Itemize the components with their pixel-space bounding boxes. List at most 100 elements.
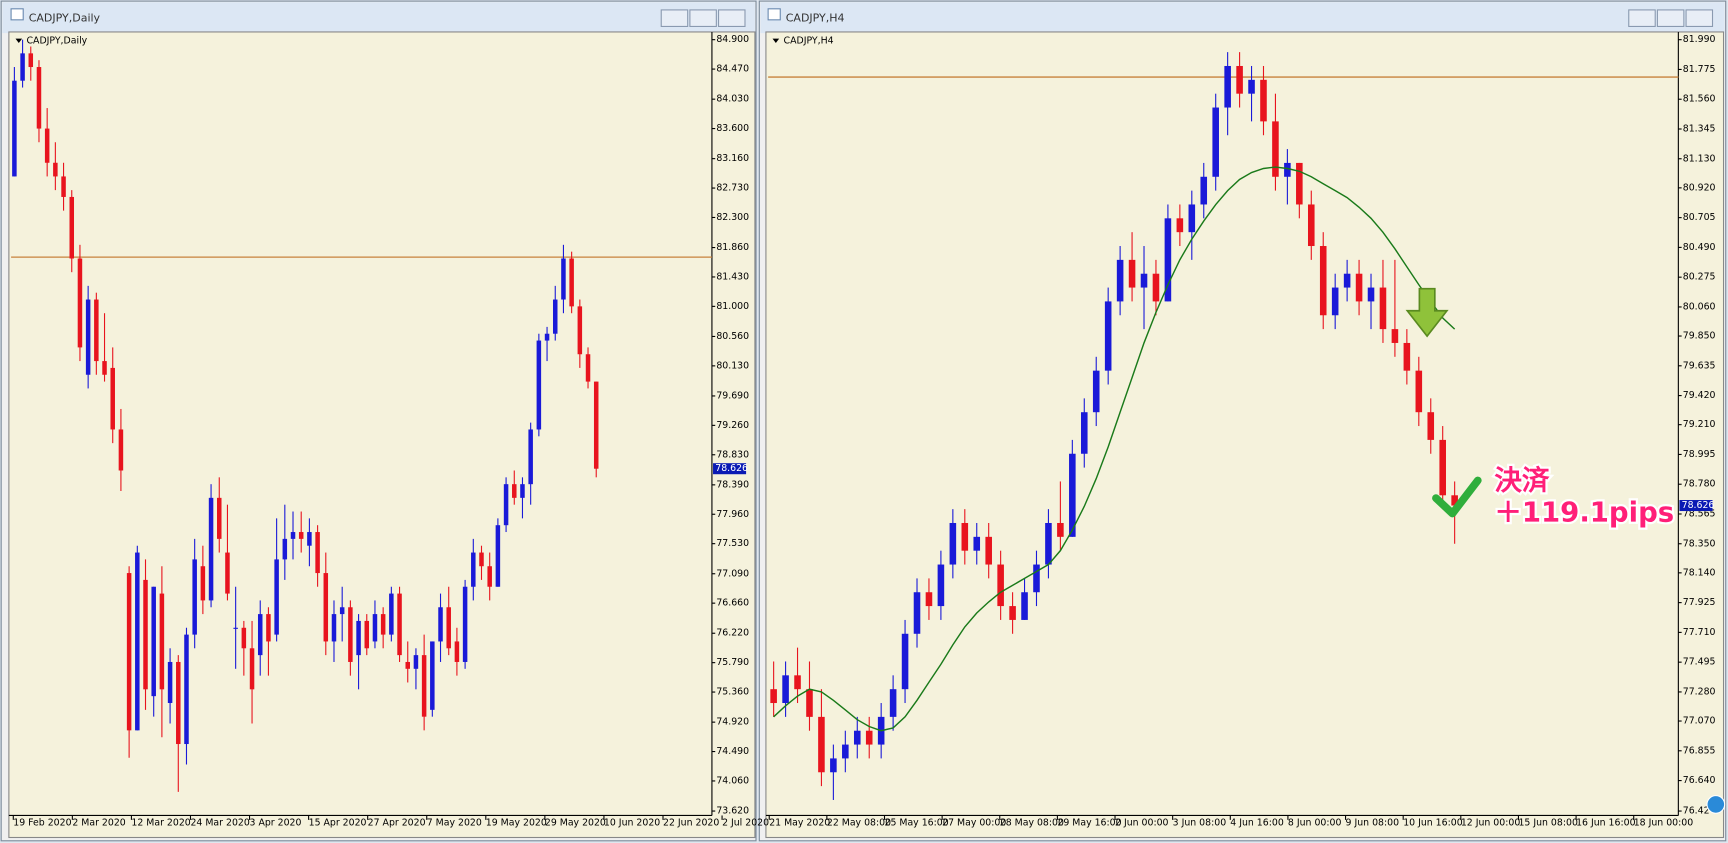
x-tick-label: 27 Apr 2020	[368, 818, 426, 829]
x-tick-label: 2 Mar 2020	[72, 818, 125, 829]
x-tick-label: 4 Jun 16:00	[1230, 818, 1284, 829]
candle-body	[806, 689, 813, 717]
candle-body	[307, 532, 312, 546]
candle-body	[1009, 606, 1016, 620]
y-tick-label: 81.000	[716, 301, 749, 312]
candle-body	[53, 162, 58, 177]
candle-body	[577, 306, 583, 355]
candle-body	[200, 566, 206, 601]
moving-average	[773, 166, 1456, 732]
candle-body	[842, 744, 849, 759]
candle-body	[1260, 79, 1267, 122]
candle-body	[479, 552, 484, 567]
candle-body	[1319, 246, 1327, 316]
price-tag	[713, 463, 747, 475]
y-tick-label: 76.640	[1683, 775, 1716, 786]
candle-body	[372, 614, 378, 642]
candle-body	[1224, 65, 1231, 108]
candle-body	[495, 525, 501, 587]
y-tick-label: 79.260	[716, 420, 749, 431]
candle-body	[1176, 218, 1184, 233]
candle-body	[126, 573, 132, 731]
candle-body	[901, 633, 909, 690]
candle-body	[865, 730, 873, 745]
y-tick-label: 80.560	[716, 331, 749, 342]
candle-body	[356, 620, 361, 656]
candle-body	[1451, 495, 1458, 506]
candle-body	[462, 586, 468, 662]
candle-body	[1415, 370, 1423, 413]
candle-body	[1248, 79, 1255, 94]
y-tick-label: 74.060	[716, 775, 749, 786]
x-tick-label: 16 Jun 16:00	[1576, 818, 1636, 829]
y-tick-label: 79.690	[716, 390, 749, 401]
charts: 84.900 84.470 84.030 83.600 83.160 82.730 82.3…	[11, 34, 1716, 829]
candle-body	[266, 614, 271, 642]
y-tick-label: 79.635	[1683, 360, 1716, 371]
y-tick-label: 82.300	[716, 212, 749, 223]
x-tick-label: 9 Jun 08:00	[1346, 818, 1400, 829]
y-tick-label: 83.600	[716, 123, 749, 134]
candle-body	[1164, 218, 1172, 302]
minimize-button[interactable]	[1628, 9, 1656, 27]
candle-body	[151, 586, 156, 697]
candle-body	[69, 196, 75, 259]
x-tick-label: 22 May 08:00	[827, 818, 891, 829]
candle-body	[233, 627, 238, 629]
candle-body	[1021, 592, 1028, 620]
candle-body	[110, 367, 115, 430]
corner-icon[interactable]	[1706, 795, 1726, 814]
candle-body	[937, 564, 945, 607]
x-tick-label: 15 Apr 2020	[309, 818, 367, 829]
y-tick-label: 79.850	[1683, 331, 1716, 342]
maximize-button[interactable]	[689, 9, 717, 27]
y-tick-label: 78.140	[1683, 567, 1716, 578]
minimize-button[interactable]	[660, 9, 689, 27]
candle-body	[339, 607, 345, 615]
candle-body	[331, 614, 337, 642]
y-tick-label: 81.775	[1683, 64, 1716, 75]
candle-body	[471, 552, 476, 587]
annotation: ＋119.1pips	[1494, 497, 1674, 529]
y-tick-label: 84.470	[716, 64, 749, 75]
candle-body	[1343, 273, 1351, 288]
candle-body	[323, 573, 329, 642]
candle-body	[512, 484, 517, 498]
candle-body	[1236, 65, 1243, 94]
candle-body	[413, 655, 419, 669]
chart-area	[765, 31, 1725, 839]
close-button[interactable]	[1685, 9, 1714, 27]
y-tick-label: 78.390	[716, 479, 749, 490]
candle-body	[257, 614, 263, 656]
candle-body	[208, 497, 214, 601]
candle-body	[290, 532, 296, 539]
candle-body	[1439, 439, 1446, 496]
x-tick-label: 12 Mar 2020	[131, 818, 190, 829]
candle-body	[102, 361, 107, 375]
y-tick-label: 74.490	[716, 746, 749, 757]
y-tick-label: 79.210	[1683, 419, 1716, 430]
candle-body	[1331, 287, 1339, 316]
x-tick-label: 3 Jun 08:00	[1173, 818, 1227, 829]
candle-body	[830, 758, 837, 773]
candle-body	[528, 429, 533, 485]
candle-body	[997, 564, 1004, 607]
maximize-button[interactable]	[1656, 9, 1685, 27]
x-tick-label: 24 Mar 2020	[190, 818, 249, 829]
chart-label: CADJPY,H4	[784, 35, 834, 46]
y-tick-label: 78.565	[1683, 508, 1716, 519]
candle-body	[315, 532, 320, 574]
y-tick-label: 83.160	[716, 153, 749, 164]
window-icon	[10, 8, 24, 21]
x-tick-label: 29 May 16:00	[1057, 818, 1121, 829]
candle-body	[282, 538, 288, 560]
candle-body	[1355, 273, 1363, 302]
y-tick-label: 79.420	[1683, 390, 1716, 401]
candle-body	[1403, 342, 1411, 371]
candle-body	[184, 634, 189, 745]
close-button[interactable]	[717, 9, 746, 27]
candle-body	[585, 354, 591, 382]
candle-body	[77, 258, 83, 348]
candle-body	[1057, 522, 1064, 537]
